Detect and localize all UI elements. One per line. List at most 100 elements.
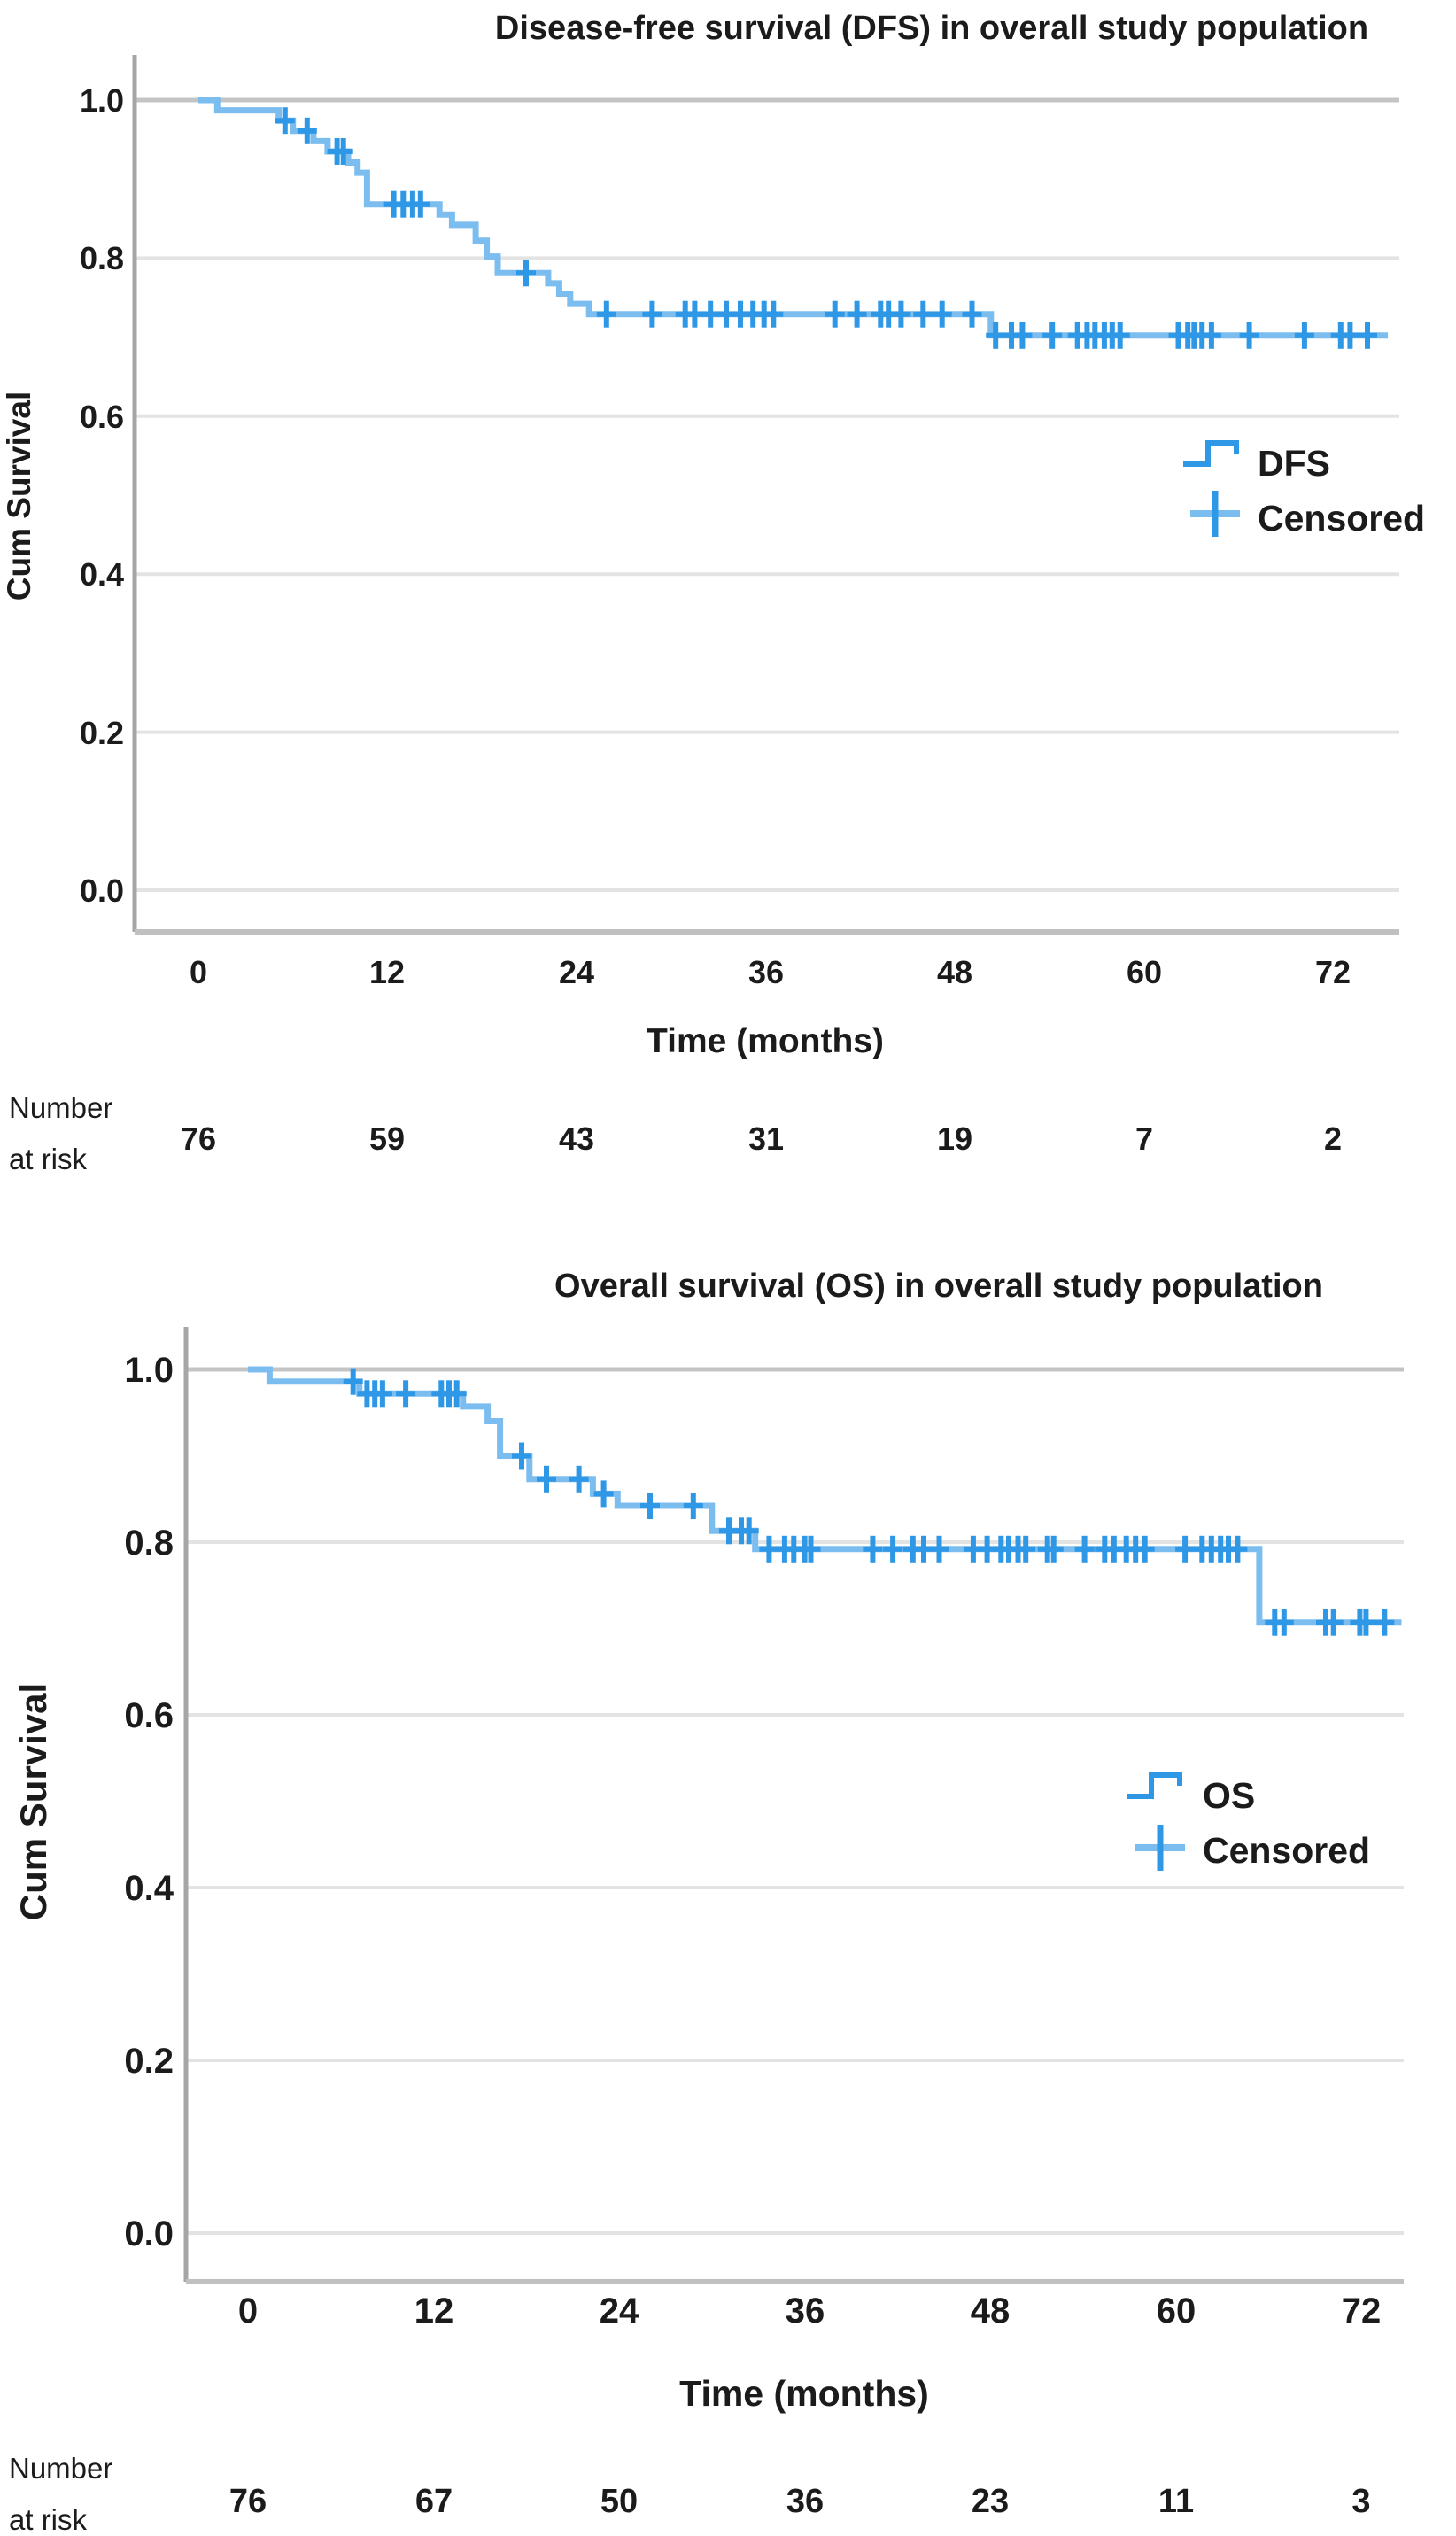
dfs-censor-mark	[1042, 322, 1063, 349]
os-censor-mark	[1228, 1535, 1248, 1563]
os-censor-mark	[640, 1493, 660, 1519]
dfs-ytick-0.0: 0.0	[80, 872, 124, 909]
dfs-risk-value-36: 31	[748, 1121, 784, 1157]
dfs-censor-mark	[1340, 322, 1360, 349]
os-censor-mark	[929, 1535, 949, 1563]
os-ytick-0.4: 0.4	[124, 1869, 174, 1908]
os-xtick-72: 72	[1342, 2292, 1382, 2330]
os-censor-mark	[883, 1535, 903, 1563]
dfs-xtick-12: 12	[369, 954, 405, 990]
dfs-censor-mark	[275, 107, 295, 135]
os-legend-censor-icon	[1135, 1825, 1185, 1871]
dfs-legend-step-icon	[1183, 440, 1239, 467]
os-chart: Overall survival (OS) in overall study p…	[9, 1268, 1404, 2536]
dfs-censor-mark	[962, 300, 982, 328]
os-censor-mark	[739, 1517, 759, 1545]
dfs-xtick-72: 72	[1315, 954, 1351, 990]
os-legend-censored-label: Censored	[1203, 1830, 1370, 1871]
os-risk-value-60: 11	[1158, 2483, 1194, 2520]
dfs-censor-mark	[1239, 322, 1259, 349]
dfs-risk-header-line2: at risk	[9, 1143, 88, 1175]
dfs-ytick-0.8: 0.8	[80, 240, 124, 276]
os-censor-mark	[683, 1493, 703, 1519]
os-censor-mark	[372, 1380, 392, 1408]
os-risk-value-24: 50	[600, 2483, 638, 2520]
os-censor-mark	[537, 1465, 556, 1493]
os-risk-value-12: 67	[415, 2483, 453, 2520]
os-xtick-0: 0	[238, 2292, 258, 2330]
os-censor-mark	[446, 1380, 467, 1408]
dfs-censor-mark	[1294, 322, 1314, 349]
os-risk-table: Number at risk 76 67 50 36 23 11 3	[9, 2452, 1371, 2536]
os-risk-value-72: 3	[1351, 2483, 1370, 2520]
dfs-risk-value-48: 19	[937, 1121, 972, 1157]
dfs-censor-mark	[913, 300, 933, 328]
os-risk-value-36: 36	[786, 2483, 824, 2520]
dfs-ytick-0.6: 0.6	[80, 399, 124, 435]
os-censor-mark	[396, 1380, 416, 1408]
dfs-risk-value-60: 7	[1135, 1121, 1153, 1157]
os-risk-header-line2: at risk	[9, 2503, 88, 2536]
os-xtick-60: 60	[1157, 2292, 1197, 2330]
os-legend-step-icon	[1127, 1772, 1182, 1799]
os-xtick-36: 36	[786, 2292, 825, 2330]
dfs-censor-mark	[516, 260, 536, 287]
dfs-legend-censored-label: Censored	[1258, 498, 1425, 539]
dfs-ytick-0.2: 0.2	[80, 715, 124, 751]
dfs-x-axis-label: Time (months)	[647, 1022, 884, 1060]
os-survival-curve	[248, 1366, 1402, 1626]
dfs-legend: DFS Censored	[1183, 440, 1425, 539]
os-censor-mark	[1274, 1609, 1294, 1636]
dfs-xtick-48: 48	[937, 954, 972, 990]
dfs-legend-series-label: DFS	[1258, 443, 1330, 484]
dfs-risk-value-12: 59	[369, 1121, 405, 1157]
os-gridlines	[186, 1367, 1404, 2235]
os-ytick-0.8: 0.8	[124, 1524, 174, 1563]
os-censor-mark	[343, 1368, 363, 1395]
os-xtick-12: 12	[414, 2292, 454, 2330]
dfs-censor-mark	[891, 300, 911, 328]
os-ytick-0.2: 0.2	[124, 2042, 174, 2081]
dfs-risk-value-0: 76	[181, 1121, 216, 1157]
os-censor-mark	[1375, 1609, 1395, 1636]
os-censor-mark	[863, 1535, 883, 1563]
dfs-title: Disease-free survival (DFS) in overall s…	[495, 10, 1368, 47]
dfs-xtick-36: 36	[748, 954, 784, 990]
dfs-risk-value-24: 43	[559, 1121, 594, 1157]
dfs-censor-mark	[642, 300, 662, 328]
os-ytick-0.6: 0.6	[124, 1696, 174, 1735]
dfs-xtick-24: 24	[559, 954, 594, 990]
os-censor-mark	[593, 1480, 614, 1508]
os-legend-series-label: OS	[1203, 1775, 1255, 1816]
dfs-censor-mark	[1358, 322, 1377, 349]
dfs-censor-mark	[825, 300, 845, 328]
os-title: Overall survival (OS) in overall study p…	[554, 1268, 1323, 1305]
dfs-censor-mark	[847, 300, 867, 328]
os-ytick-0.0: 0.0	[124, 2214, 174, 2253]
os-xtick-24: 24	[600, 2292, 639, 2330]
os-censor-mark	[1016, 1535, 1036, 1563]
os-ytick-1.0: 1.0	[124, 1351, 174, 1390]
dfs-gridlines	[135, 97, 1399, 892]
os-x-axis-label: Time (months)	[679, 2373, 929, 2414]
os-censor-mark	[1323, 1609, 1344, 1636]
dfs-risk-header-line1: Number	[9, 1091, 112, 1124]
os-censor-mark	[512, 1442, 531, 1470]
os-censor-mark	[1043, 1535, 1064, 1563]
os-censor-mark	[1074, 1535, 1095, 1563]
dfs-ytick-0.4: 0.4	[80, 556, 124, 593]
dfs-censor-mark	[410, 190, 430, 218]
dfs-ytick-1.0: 1.0	[80, 82, 124, 119]
dfs-censor-mark	[333, 138, 353, 165]
dfs-curve-layer	[198, 97, 1389, 349]
os-risk-value-48: 23	[972, 2483, 1009, 2520]
dfs-y-axis-label: Cum Survival	[1, 392, 37, 601]
os-censor-mark	[569, 1465, 589, 1493]
os-legend: OS Censored	[1127, 1772, 1370, 1871]
dfs-censor-mark	[1110, 322, 1130, 349]
dfs-xtick-60: 60	[1127, 954, 1162, 990]
os-censor-mark	[1175, 1535, 1196, 1563]
dfs-legend-censor-icon	[1190, 491, 1240, 537]
